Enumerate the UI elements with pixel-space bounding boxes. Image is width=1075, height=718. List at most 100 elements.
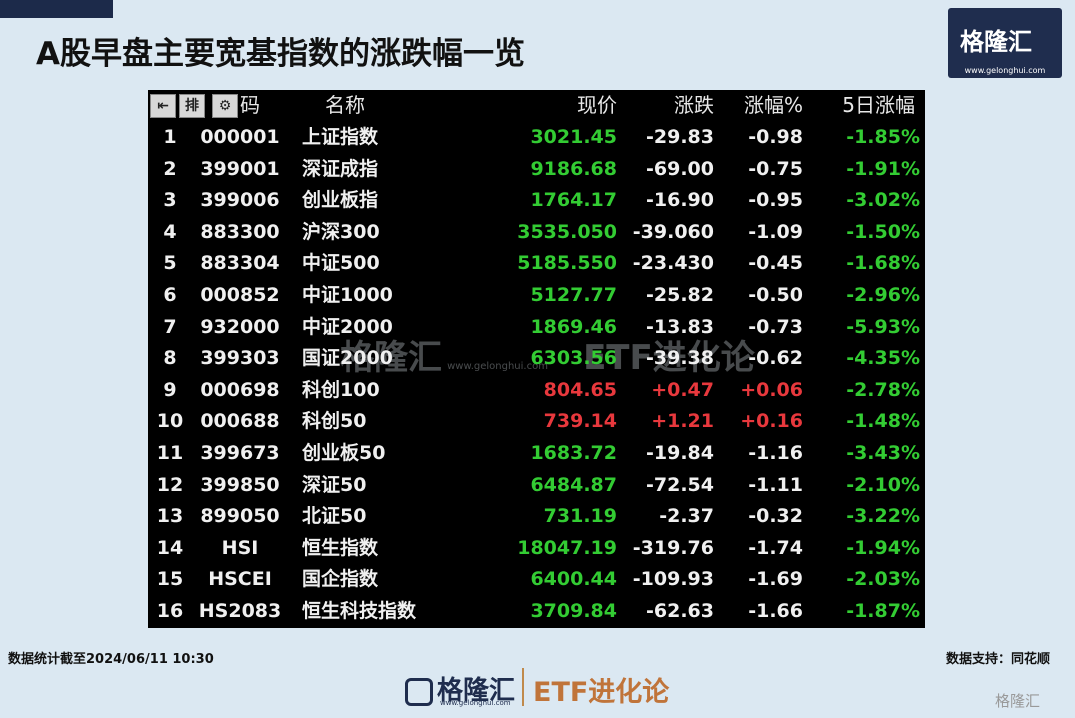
five-day-pct: -1.85% <box>846 126 920 148</box>
name: 科创50 <box>302 410 367 433</box>
row-index: 10 <box>156 410 184 433</box>
five-day-pct: -5.93% <box>846 315 920 338</box>
code: HSI <box>221 536 259 559</box>
code: 000688 <box>200 410 280 433</box>
change-pct: -0.45 <box>748 252 803 275</box>
row-index: 11 <box>156 442 184 464</box>
corner-block <box>0 0 113 18</box>
row-index: 15 <box>156 568 184 591</box>
name: 深证50 <box>302 473 367 496</box>
column-header: 现价 <box>577 93 617 117</box>
code: 399001 <box>200 157 280 180</box>
code: 932000 <box>200 315 280 338</box>
footer-tag: ETF进化论 <box>533 677 670 708</box>
price: 1764.17 <box>530 189 617 212</box>
name: 中证500 <box>302 252 380 275</box>
watermark-tag: ETF进化论 <box>583 338 755 378</box>
code: 399850 <box>200 473 280 496</box>
name: 恒生科技指数 <box>302 600 417 622</box>
row-index: 9 <box>163 378 177 401</box>
code: 399303 <box>200 347 280 370</box>
change-pct: -0.98 <box>748 126 803 148</box>
name: 国企指数 <box>302 568 379 591</box>
column-header: 涨跌 <box>674 93 714 117</box>
change-pct: -0.32 <box>748 505 803 528</box>
footer-brand-text: 格隆汇 <box>437 676 516 706</box>
five-day-pct: -1.94% <box>846 536 920 559</box>
code: 883304 <box>200 252 280 275</box>
row-index: 1 <box>163 126 177 148</box>
name: 深证成指 <box>302 157 379 180</box>
change: +0.47 <box>651 378 714 401</box>
change-pct: -0.50 <box>748 284 803 306</box>
code: 399006 <box>200 189 280 212</box>
row-index: 13 <box>156 505 184 528</box>
change-pct: -1.09 <box>748 220 803 243</box>
watermark: 格隆汇 www.gelonghui.com ETF进化论 <box>340 330 755 379</box>
row-index: 16 <box>156 600 184 622</box>
name: 恒生指数 <box>302 536 379 559</box>
watermark-url: www.gelonghui.com <box>447 361 548 372</box>
five-day-pct: -2.10% <box>846 473 920 496</box>
price: 5127.77 <box>530 284 617 306</box>
name: 沪深300 <box>302 220 380 243</box>
code: 000852 <box>200 284 280 306</box>
change-pct: -1.16 <box>748 442 803 464</box>
five-day-pct: -3.43% <box>846 442 920 464</box>
corner-watermark: 格隆汇 <box>995 692 1041 710</box>
five-day-pct: -2.78% <box>846 378 920 401</box>
five-day-pct: -3.22% <box>846 505 920 528</box>
change: -19.84 <box>646 442 714 464</box>
change: -13.83 <box>646 315 714 338</box>
code: HS2083 <box>198 600 282 622</box>
price: 739.14 <box>543 410 617 433</box>
change-pct: -1.74 <box>748 536 803 559</box>
change: -39.060 <box>632 220 714 243</box>
settings-button[interactable]: ⚙ <box>212 94 238 118</box>
nav-button[interactable]: ⇤ <box>150 94 176 118</box>
code: HSCEI <box>208 568 272 591</box>
code: 883300 <box>200 220 280 243</box>
change: -29.83 <box>646 126 714 148</box>
row-index: 5 <box>163 252 177 275</box>
name: 国证2000 <box>302 347 393 370</box>
row-index: 12 <box>156 473 184 496</box>
price: 9186.68 <box>530 157 617 180</box>
code: 000698 <box>200 378 280 401</box>
column-header: 涨幅% <box>743 93 803 117</box>
change: -23.430 <box>632 252 714 275</box>
change: -16.90 <box>646 189 714 212</box>
watermark-brand: 格隆汇 <box>340 338 442 378</box>
change: -39.38 <box>646 347 714 370</box>
change-pct: -0.62 <box>748 347 803 370</box>
price: 5185.550 <box>517 252 617 275</box>
five-day-pct: -1.50% <box>846 220 920 243</box>
logo: 格隆汇 www.gelonghui.com <box>948 8 1062 78</box>
column-header: 码 <box>240 93 260 117</box>
five-day-pct: -3.02% <box>846 189 920 212</box>
five-day-pct: -1.68% <box>846 252 920 275</box>
sort-button[interactable]: 排 <box>179 94 205 118</box>
change-pct: -1.69 <box>748 568 803 591</box>
row-index: 14 <box>156 536 184 559</box>
footer-source: 数据支持：同花顺 <box>946 652 1051 667</box>
name: 中证2000 <box>302 315 393 338</box>
quote-table <box>148 90 925 628</box>
price: 3709.84 <box>530 600 617 622</box>
name: 创业板指 <box>302 189 379 212</box>
footer-brand: 格隆汇 <box>405 670 515 707</box>
price: 6303.56 <box>530 347 617 370</box>
code: 399673 <box>200 442 280 464</box>
row-index: 7 <box>163 315 177 338</box>
change: -2.37 <box>659 505 714 528</box>
price: 1869.46 <box>530 315 617 338</box>
change-pct: +0.16 <box>740 410 803 433</box>
code: 000001 <box>200 126 280 148</box>
change-pct: -1.11 <box>748 473 803 496</box>
logo-url: www.gelonghui.com <box>964 66 1046 75</box>
separator <box>522 668 524 706</box>
five-day-pct: -1.48% <box>846 410 920 433</box>
five-day-pct: -4.35% <box>846 347 920 370</box>
footer-url: www.gelonghui.com <box>440 699 511 707</box>
